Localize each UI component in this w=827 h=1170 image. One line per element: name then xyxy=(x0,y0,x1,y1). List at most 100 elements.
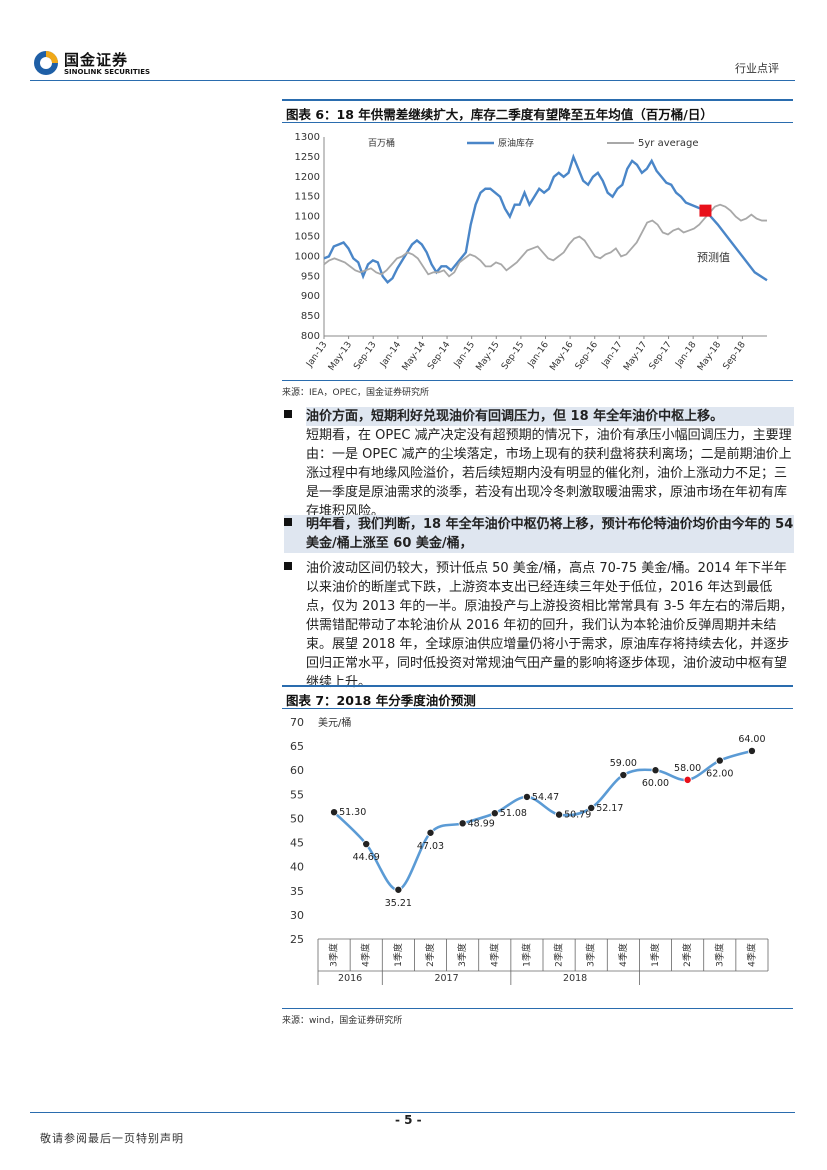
x-tick-label-5: Sep-14 xyxy=(426,340,453,372)
data-point-3 xyxy=(426,828,435,837)
paragraph-next-year-outlook: 明年看，我们判断，18 年全年油价中枢仍将上移，预计布伦特油价均价由今年的 54… xyxy=(284,515,794,553)
x-tick-label-15: Jan-18 xyxy=(673,340,698,370)
data-point-10 xyxy=(651,766,660,775)
series-five-year-average-line xyxy=(323,203,767,278)
paragraph2-heading: 明年看，我们判断，18 年全年油价中枢仍将上移，预计布伦特油价均价由今年的 54… xyxy=(306,517,794,551)
data-point-4 xyxy=(458,819,467,828)
data-point-7 xyxy=(555,810,564,819)
data-label-9: 59.00 xyxy=(610,758,637,769)
logo-english-name: SINOLINK SECURITIES xyxy=(64,68,151,76)
chart6-unit-label: 百万桶 xyxy=(368,137,395,149)
y-tick-label-7: 60 xyxy=(290,764,304,777)
category-label-7: 2季度 xyxy=(553,943,565,967)
x-tick-label-10: May-16 xyxy=(548,340,575,373)
figure7-source: 来源：wind，国金证券研究所 xyxy=(282,1016,403,1026)
data-label-3: 47.03 xyxy=(417,841,444,852)
y-tick-label-1: 850 xyxy=(301,311,320,322)
data-point-2 xyxy=(394,885,403,894)
series-forecast-line xyxy=(704,209,768,282)
data-label-11: 58.00 xyxy=(674,763,701,774)
disclaimer-note: 敬请参阅最后一页特别声明 xyxy=(40,1132,184,1145)
data-label-2: 35.21 xyxy=(385,898,412,909)
y-tick-label-6: 55 xyxy=(290,788,304,801)
quarterly-price-chart: 美元/桶 25 30 35 40 45 50 55 60 65 70 3季度 4季度 1季度 2季度 3季度… xyxy=(290,716,769,985)
data-label-12: 62.00 xyxy=(706,769,733,780)
y-tick-label-1: 30 xyxy=(290,909,304,922)
y-tick-label-8: 1200 xyxy=(295,172,320,183)
header-divider xyxy=(30,80,795,81)
paragraph3-body: 油价波动区间仍较大，预计低点 50 美金/桶，高点 70-75 美金/桶。201… xyxy=(306,561,793,690)
x-tick-label-1: May-13 xyxy=(327,340,354,373)
company-logo-icon xyxy=(34,51,58,75)
data-point-6 xyxy=(522,792,531,801)
data-label-1: 44.69 xyxy=(353,852,380,863)
data-point-8 xyxy=(587,803,596,812)
series-inventory-line xyxy=(323,153,706,284)
x-tick-label-8: Sep-15 xyxy=(500,340,526,372)
category-label-0: 3季度 xyxy=(328,943,340,967)
x-tick-label-0: Jan-13 xyxy=(304,340,329,370)
y-tick-label-8: 65 xyxy=(290,740,304,753)
category-label-12: 3季度 xyxy=(713,943,725,967)
legend-inventory-label: 原油库存 xyxy=(498,137,534,149)
y-tick-label-4: 1000 xyxy=(295,251,320,262)
figure6-chart: 百万桶 原油库存 5yr average 预测值 800 850 900 950 100… xyxy=(282,125,793,380)
x-tick-label-17: Sep-18 xyxy=(721,340,748,372)
category-label-11: 2季度 xyxy=(681,943,693,967)
category-label-10: 1季度 xyxy=(649,943,661,967)
x-tick-label-13: May-17 xyxy=(622,340,649,373)
data-point-0 xyxy=(330,808,339,817)
y-tick-label-4: 45 xyxy=(290,837,304,850)
bullet-square-icon xyxy=(284,562,292,570)
chart7-unit-label: 美元/桶 xyxy=(318,716,351,729)
figure7-title: 图表 7：2018 年分季度油价预测 xyxy=(282,685,793,709)
figure6-source-divider xyxy=(282,380,793,381)
year-label-0: 2016 xyxy=(338,973,362,984)
y-tick-label-10: 1300 xyxy=(295,132,320,143)
bullet-square-icon xyxy=(284,518,292,526)
year-label-1: 2017 xyxy=(434,973,458,984)
data-label-6: 54.47 xyxy=(532,792,559,803)
paragraph-volatility-range: 油价波动区间仍较大，预计低点 50 美金/桶，高点 70-75 美金/桶。201… xyxy=(284,559,794,692)
category-label-3: 2季度 xyxy=(424,943,436,967)
y-tick-label-3: 950 xyxy=(301,271,320,282)
y-tick-label-9: 70 xyxy=(290,716,304,729)
x-tick-label-11: Sep-16 xyxy=(574,340,601,372)
figure7-source-divider xyxy=(282,1008,793,1009)
data-label-4: 48.99 xyxy=(468,818,495,829)
y-tick-label-5: 50 xyxy=(290,812,304,825)
x-tick-label-3: Jan-14 xyxy=(378,340,403,370)
footer-divider xyxy=(30,1112,795,1113)
x-tick-label-12: Jan-17 xyxy=(600,340,625,370)
category-label-8: 3季度 xyxy=(585,943,597,967)
category-label-9: 4季度 xyxy=(617,943,629,967)
data-label-0: 51.30 xyxy=(339,807,366,818)
data-label-10: 60.00 xyxy=(642,778,669,789)
category-label-2: 1季度 xyxy=(392,943,404,967)
data-label-7: 50.79 xyxy=(564,810,591,821)
x-tick-label-7: May-15 xyxy=(475,340,502,373)
y-tick-label-2: 900 xyxy=(301,291,320,302)
figure6-source: 来源：IEA，OPEC，国金证券研究所 xyxy=(282,388,429,398)
paragraph1-heading: 油价方面，短期利好兑现油价有回调压力，但 18 年全年油价中枢上移。 xyxy=(306,407,794,426)
data-point-12 xyxy=(715,756,724,765)
y-tick-label-5: 1050 xyxy=(295,232,320,243)
paragraph-oil-price-short-term: 油价方面，短期利好兑现油价有回调压力，但 18 年全年油价中枢上移。 短期看，在… xyxy=(284,407,794,521)
y-tick-label-3: 40 xyxy=(290,861,304,874)
y-tick-label-2: 35 xyxy=(290,885,304,898)
figure7-chart: 美元/桶 25 30 35 40 45 50 55 60 65 70 3季度 4季度 1季度 2季度 3季度… xyxy=(282,710,793,1005)
category-label-4: 3季度 xyxy=(456,943,468,967)
paragraph1-body: 短期看，在 OPEC 减产决定没有超预期的情况下，油价有承压小幅回调压力，主要理… xyxy=(306,428,792,519)
x-tick-label-14: Sep-17 xyxy=(648,340,674,372)
category-label-5: 4季度 xyxy=(488,943,500,967)
y-tick-label-0: 800 xyxy=(301,331,320,342)
data-label-8: 52.17 xyxy=(596,803,623,814)
data-point-5 xyxy=(490,809,499,818)
logo-chinese-name: 国金证券 xyxy=(64,51,129,69)
y-tick-label-9: 1250 xyxy=(295,152,320,163)
category-label-13: 4季度 xyxy=(745,943,757,967)
x-tick-label-2: Sep-13 xyxy=(352,340,378,372)
x-tick-label-9: Jan-16 xyxy=(526,340,551,370)
data-point-9 xyxy=(619,771,628,780)
x-tick-label-4: May-14 xyxy=(401,340,428,373)
